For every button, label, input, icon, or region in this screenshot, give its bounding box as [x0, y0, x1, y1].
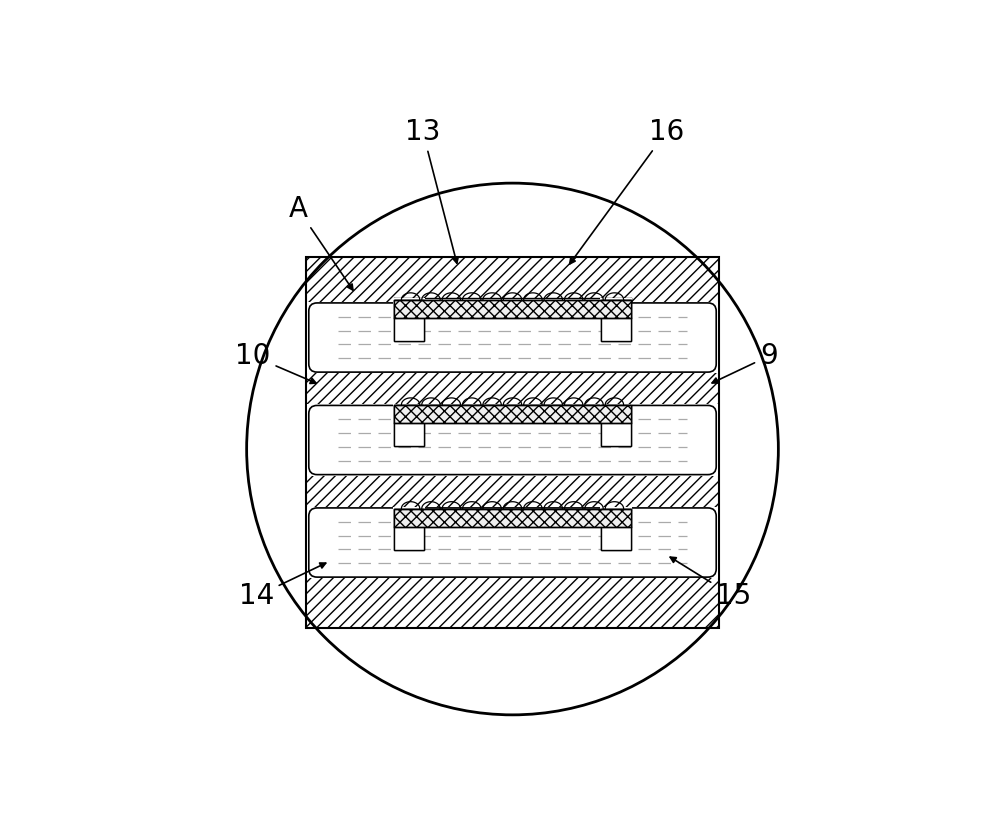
Bar — [394, 508, 631, 527]
FancyBboxPatch shape — [309, 508, 716, 577]
Text: 14: 14 — [239, 563, 326, 611]
Bar — [307, 302, 718, 374]
Bar — [601, 508, 631, 550]
Bar — [307, 507, 718, 578]
Bar — [394, 300, 631, 318]
Bar — [600, 299, 632, 343]
Bar — [394, 299, 631, 340]
Bar — [394, 300, 424, 341]
Bar — [601, 300, 631, 341]
Bar — [600, 404, 632, 448]
Bar — [394, 300, 424, 341]
Bar — [601, 405, 631, 447]
Bar — [601, 405, 631, 447]
Bar — [601, 300, 631, 341]
Text: 16: 16 — [570, 118, 684, 264]
FancyBboxPatch shape — [309, 405, 716, 474]
Text: A: A — [288, 195, 353, 290]
Text: 13: 13 — [405, 118, 458, 263]
Bar — [601, 508, 631, 550]
Bar — [394, 405, 424, 447]
Bar — [306, 257, 719, 628]
Bar — [393, 508, 425, 552]
Bar — [393, 404, 425, 448]
Bar — [394, 405, 424, 447]
Text: 15: 15 — [670, 557, 751, 611]
Text: 9: 9 — [712, 342, 778, 383]
Text: 10: 10 — [235, 342, 316, 384]
Bar — [600, 508, 632, 552]
Bar — [394, 405, 631, 423]
FancyBboxPatch shape — [309, 303, 716, 372]
Bar — [393, 299, 425, 343]
Bar — [394, 508, 424, 550]
Bar — [307, 404, 718, 476]
Bar — [394, 508, 424, 550]
